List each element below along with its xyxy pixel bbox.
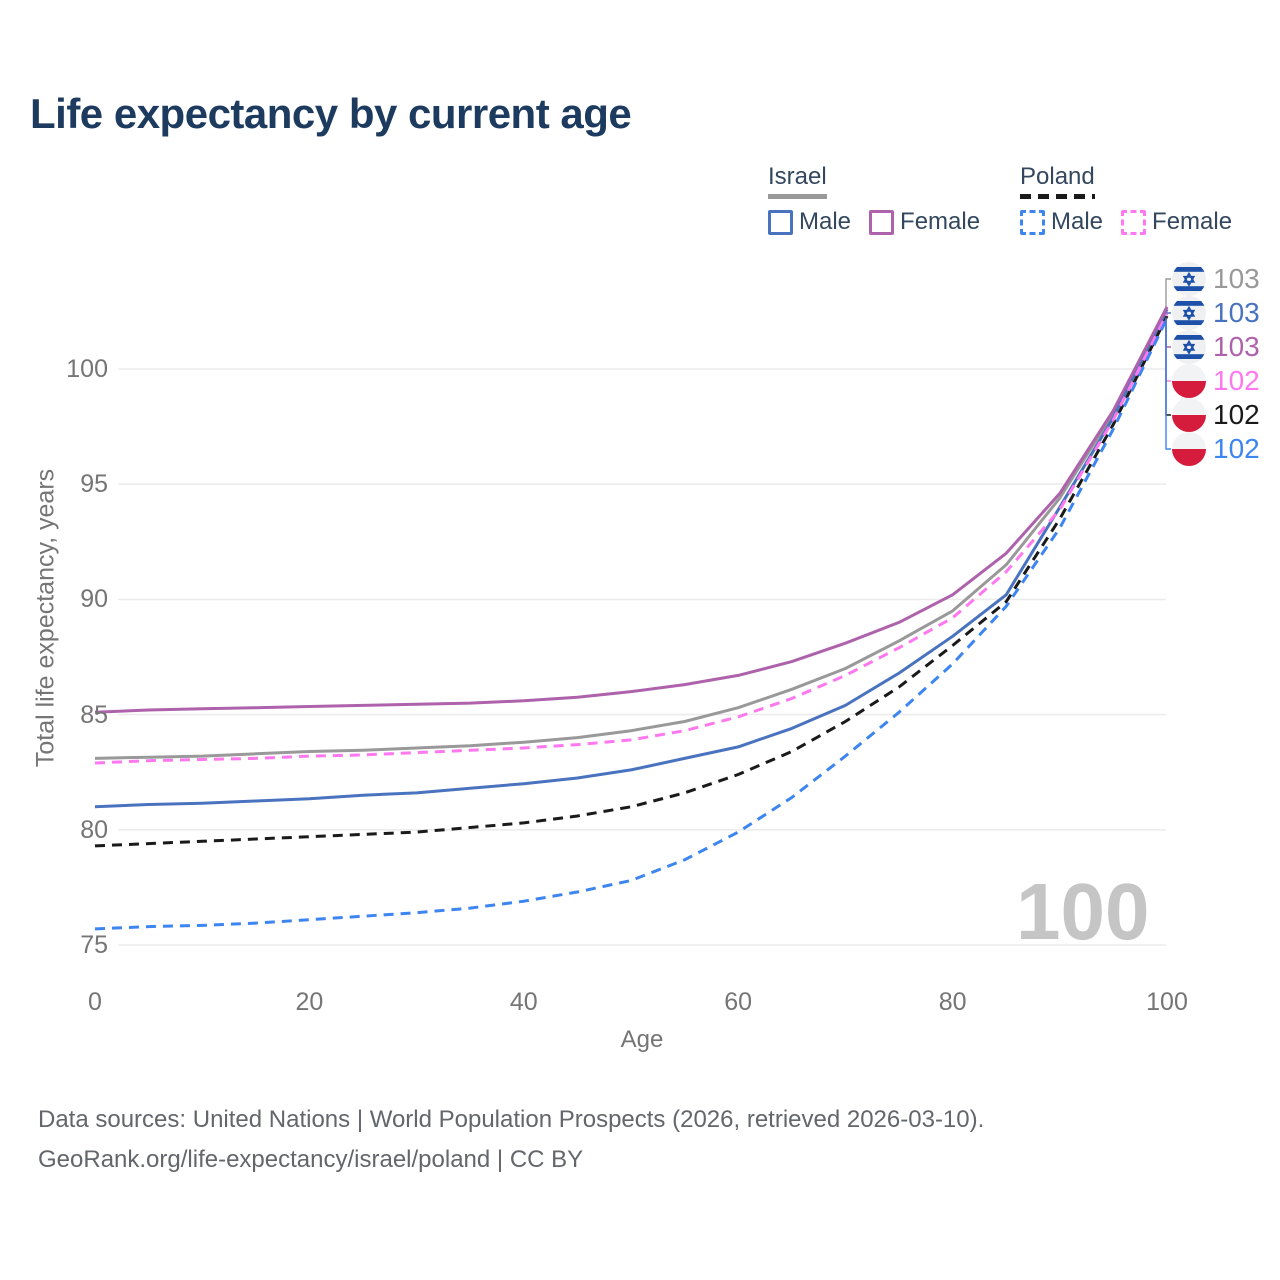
age-counter-watermark: 100	[1016, 867, 1150, 956]
end-label-leader-poland_total	[1165, 316, 1171, 416]
series-line-israel_female[interactable]	[94, 306, 1169, 714]
israel-flag-icon	[1172, 296, 1206, 330]
legend-item-poland-female[interactable]: Female	[1121, 208, 1232, 236]
x-tick-label-20: 20	[295, 988, 324, 1016]
israel-female-swatch	[869, 209, 895, 235]
legend-label-poland-male: Male	[1051, 208, 1104, 235]
end-label-row-israel_male: 103	[1172, 296, 1260, 330]
legend-item-israel-male[interactable]: Male	[768, 208, 851, 236]
end-label-value-israel_male: 103	[1213, 297, 1260, 328]
legend-group-poland: Poland Male Female	[1020, 163, 1232, 236]
legend-label-israel-female: Female	[900, 208, 981, 235]
end-label-value-israel_total: 103	[1213, 263, 1260, 294]
end-label-row-israel_female: 103	[1172, 330, 1260, 364]
end-label-row-israel_total: 103	[1172, 262, 1260, 296]
series-line-israel_male[interactable]	[94, 308, 1169, 809]
poland-flag-icon	[1172, 432, 1206, 466]
series-line-poland_female[interactable]	[94, 313, 1169, 765]
y-tick-label-100: 100	[66, 355, 108, 383]
legend-country-label-poland: Poland	[1020, 163, 1095, 190]
poland-flag-icon	[1172, 398, 1206, 432]
y-tick-label-95: 95	[80, 470, 108, 499]
y-tick-label-75: 75	[80, 931, 108, 959]
end-label-leader-israel_total	[1165, 278, 1171, 310]
israel-male-swatch	[768, 209, 793, 235]
legend-country-poland[interactable]: Poland	[1020, 163, 1095, 199]
series-line-israel_total[interactable]	[94, 308, 1169, 760]
x-tick-label-40: 40	[509, 988, 538, 1016]
poland-male-swatch	[1020, 209, 1045, 235]
x-axis-title: Age	[620, 1026, 664, 1053]
y-tick-label-80: 80	[80, 815, 108, 844]
y-tick-label-90: 90	[80, 585, 108, 614]
x-tick-label-60: 60	[724, 988, 753, 1016]
end-label-value-israel_female: 103	[1213, 331, 1260, 362]
end-label-leader-poland_male	[1165, 318, 1171, 450]
x-tick-label-80: 80	[938, 988, 967, 1016]
legend-label-poland-female: Female	[1152, 208, 1233, 235]
legend-country-israel[interactable]: Israel	[768, 163, 827, 199]
series-line-poland_male[interactable]	[94, 317, 1169, 931]
israel-line-style-sample	[768, 194, 827, 199]
israel-flag-icon	[1172, 330, 1206, 364]
poland-flag-icon	[1172, 364, 1206, 398]
legend-group-israel: Israel Male Female	[768, 163, 980, 236]
page-title: Life expectancy by current age	[30, 90, 632, 137]
legend-country-label-israel: Israel	[768, 163, 827, 190]
series-line-poland_total[interactable]	[94, 315, 1169, 848]
legend-item-israel-female[interactable]: Female	[869, 208, 980, 236]
poland-line-style-sample	[1020, 194, 1095, 199]
poland-female-swatch	[1121, 209, 1147, 235]
end-label-row-poland_female: 102	[1172, 364, 1260, 398]
end-label-value-poland_male: 102	[1213, 433, 1260, 464]
data-sources-text: Data sources: United Nations | World Pop…	[38, 1106, 985, 1133]
legend-label-israel-male: Male	[799, 208, 852, 235]
y-tick-label-85: 85	[80, 700, 108, 729]
attribution-text: GeoRank.org/life-expectancy/israel/polan…	[38, 1146, 584, 1173]
end-label-row-poland_total: 102	[1172, 398, 1260, 432]
end-label-value-poland_total: 102	[1213, 399, 1260, 430]
israel-flag-icon	[1172, 262, 1206, 296]
end-label-row-poland_male: 102	[1172, 432, 1260, 466]
x-tick-label-0: 0	[88, 988, 102, 1016]
legend-item-poland-male[interactable]: Male	[1020, 208, 1103, 236]
x-tick-label-100: 100	[1146, 988, 1188, 1016]
end-label-value-poland_female: 102	[1213, 365, 1260, 396]
